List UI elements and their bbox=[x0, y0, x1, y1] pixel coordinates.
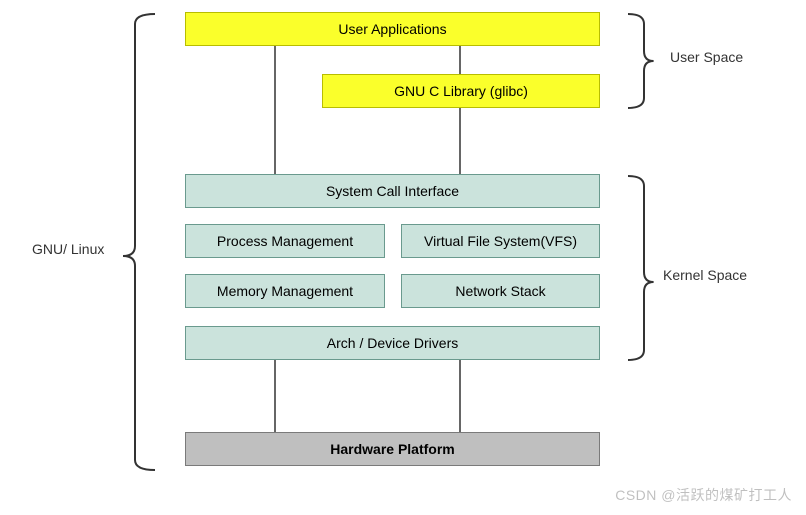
kernel-space-label: Kernel Space bbox=[663, 267, 747, 283]
user-space-label: User Space bbox=[670, 49, 743, 65]
glibc-label: GNU C Library (glibc) bbox=[394, 83, 528, 99]
process-management-box: Process Management bbox=[185, 224, 385, 258]
syscall-box: System Call Interface bbox=[185, 174, 600, 208]
gnu-linux-label: GNU/ Linux bbox=[32, 241, 104, 257]
user-applications-label: User Applications bbox=[338, 21, 446, 37]
hardware-box: Hardware Platform bbox=[185, 432, 600, 466]
memory-management-box: Memory Management bbox=[185, 274, 385, 308]
process-management-label: Process Management bbox=[217, 233, 353, 249]
memory-management-label: Memory Management bbox=[217, 283, 353, 299]
drivers-box: Arch / Device Drivers bbox=[185, 326, 600, 360]
network-stack-label: Network Stack bbox=[455, 283, 545, 299]
vfs-box: Virtual File System(VFS) bbox=[401, 224, 600, 258]
hardware-label: Hardware Platform bbox=[330, 441, 454, 457]
vfs-label: Virtual File System(VFS) bbox=[424, 233, 577, 249]
watermark: CSDN @活跃的煤矿打工人 bbox=[615, 485, 792, 505]
glibc-box: GNU C Library (glibc) bbox=[322, 74, 600, 108]
drivers-label: Arch / Device Drivers bbox=[327, 335, 458, 351]
network-stack-box: Network Stack bbox=[401, 274, 600, 308]
syscall-label: System Call Interface bbox=[326, 183, 459, 199]
user-applications-box: User Applications bbox=[185, 12, 600, 46]
